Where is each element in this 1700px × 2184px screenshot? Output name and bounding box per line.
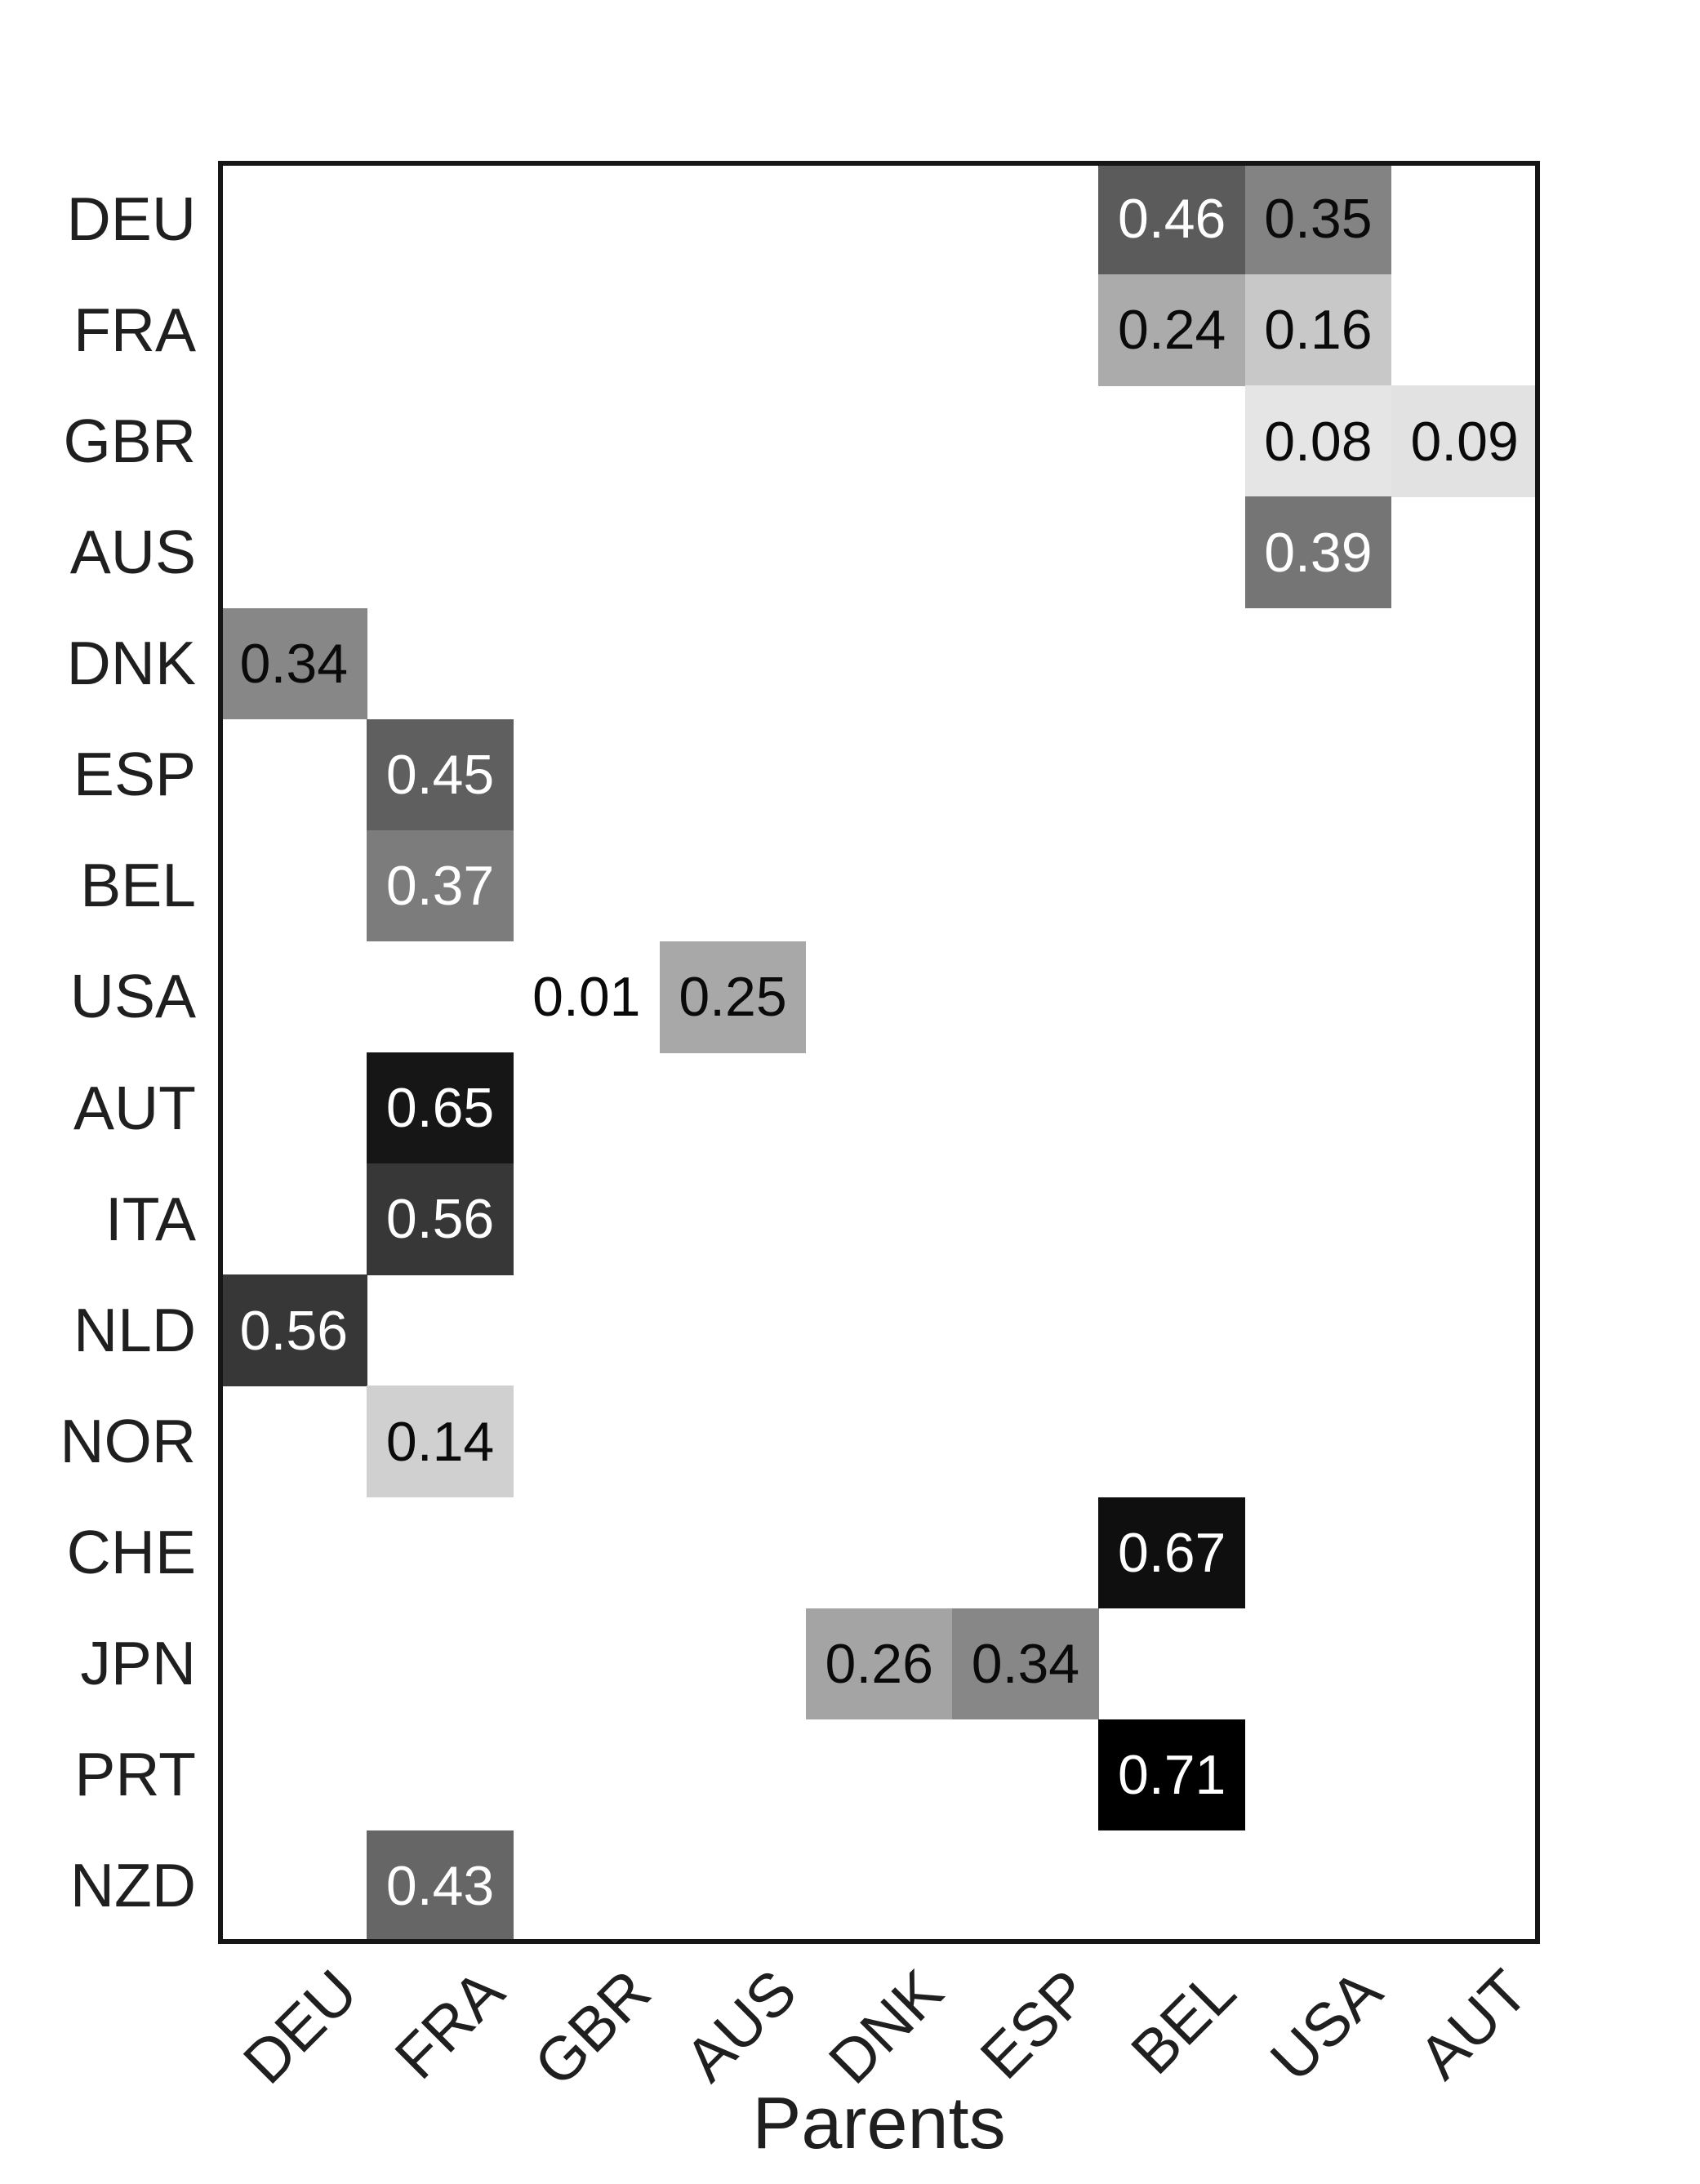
- cell-value-label: 0.25: [679, 966, 787, 1029]
- y-tick-label-bel: BEL: [80, 851, 196, 920]
- heatmap-cell-nld-deu: 0.56: [220, 1274, 367, 1386]
- y-tick-label-deu: DEU: [66, 184, 196, 253]
- heatmap-cell-gbr-aut: 0.09: [1391, 385, 1538, 497]
- cell-value-label: 0.65: [385, 1077, 495, 1140]
- heatmap-cell-aus-usa: 0.39: [1244, 496, 1392, 608]
- heatmap-cell-jpn-esp: 0.34: [952, 1608, 1099, 1720]
- cell-value-label: 0.26: [825, 1632, 933, 1695]
- heatmap-cell-bel-fra: 0.37: [367, 830, 514, 942]
- heatmap-cell-fra-bel: 0.24: [1098, 274, 1246, 386]
- heatmap-cell-gbr-usa: 0.08: [1244, 385, 1392, 497]
- heatmap-cell-jpn-dnk: 0.26: [805, 1608, 953, 1720]
- cell-value-label: 0.34: [971, 1632, 1080, 1695]
- heatmap-cell-usa-gbr: 0.01: [513, 941, 661, 1053]
- y-tick-label-nzd: NZD: [69, 1851, 196, 1920]
- y-tick-label-prt: PRT: [74, 1740, 196, 1809]
- cell-value-label: 0.56: [385, 1188, 495, 1251]
- x-axis-title: Parents: [752, 2083, 1006, 2164]
- y-tick-label-che: CHE: [66, 1518, 196, 1587]
- x-tick-label-aut: AUT: [1405, 1956, 1542, 2092]
- x-tick-label-aus: AUS: [671, 1956, 810, 2094]
- cell-value-label: 0.37: [385, 855, 495, 918]
- cell-value-label: 0.35: [1264, 188, 1373, 251]
- cell-value-label: 0.01: [532, 966, 641, 1029]
- heatmap-cell-dnk-deu: 0.34: [220, 607, 367, 720]
- heatmap-cell-ita-fra: 0.56: [367, 1163, 514, 1275]
- x-tick-label-dnk: DNK: [815, 1956, 956, 2097]
- y-tick-label-fra: FRA: [73, 295, 196, 364]
- x-tick-label-gbr: GBR: [520, 1956, 663, 2099]
- y-tick-label-ita: ITA: [105, 1184, 196, 1253]
- cell-value-label: 0.56: [239, 1299, 349, 1362]
- heatmap-cell-deu-bel: 0.46: [1098, 163, 1246, 275]
- x-tick-label-esp: ESP: [967, 1956, 1102, 2092]
- y-tick-label-aut: AUT: [73, 1073, 196, 1142]
- cell-value-label: 0.08: [1264, 410, 1373, 473]
- y-tick-label-nor: NOR: [60, 1406, 196, 1475]
- heatmap-cell-nor-fra: 0.14: [367, 1386, 514, 1497]
- cell-value-label: 0.43: [385, 1855, 495, 1918]
- x-tick-label-bel: BEL: [1118, 1956, 1248, 2088]
- cell-value-label: 0.34: [239, 632, 349, 695]
- y-tick-label-aus: AUS: [69, 517, 196, 586]
- heatmap-cell-usa-aus: 0.25: [659, 941, 807, 1053]
- cell-value-label: 0.16: [1264, 299, 1373, 362]
- plot-area: 0.46 0.35 0.24 0.16 0.08 0.09 0.39 0.34 0.45 0.37…: [220, 163, 1538, 1942]
- heatmap-cell-prt-bel: 0.71: [1098, 1719, 1246, 1831]
- heatmap-cell-aut-fra: 0.65: [367, 1052, 514, 1164]
- x-tick-label-fra: FRA: [381, 1956, 517, 2092]
- y-tick-label-usa: USA: [69, 962, 196, 1031]
- x-tick-label-usa: USA: [1257, 1956, 1395, 2094]
- cell-value-label: 0.14: [385, 1410, 495, 1473]
- y-tick-label-dnk: DNK: [66, 629, 196, 698]
- cell-value-label: 0.09: [1410, 410, 1519, 473]
- cell-value-label: 0.67: [1118, 1521, 1226, 1584]
- cell-value-label: 0.71: [1118, 1744, 1226, 1807]
- cell-value-label: 0.39: [1264, 521, 1373, 584]
- heatmap-cell-esp-fra: 0.45: [367, 718, 514, 831]
- heatmap-cell-deu-usa: 0.35: [1244, 163, 1392, 275]
- cell-value-label: 0.24: [1118, 299, 1226, 362]
- y-tick-label-gbr: GBR: [63, 406, 196, 475]
- y-tick-label-nld: NLD: [73, 1295, 196, 1364]
- heatmap-cell-che-bel: 0.67: [1098, 1497, 1246, 1609]
- cell-value-label: 0.46: [1118, 188, 1226, 251]
- x-tick-label-deu: DEU: [230, 1956, 371, 2097]
- cell-value-label: 0.45: [385, 743, 495, 806]
- heatmap-cell-fra-usa: 0.16: [1244, 274, 1392, 386]
- y-tick-label-esp: ESP: [73, 740, 196, 809]
- y-tick-label-jpn: JPN: [80, 1629, 196, 1698]
- heatmap-cell-nzd-fra: 0.43: [367, 1830, 514, 1942]
